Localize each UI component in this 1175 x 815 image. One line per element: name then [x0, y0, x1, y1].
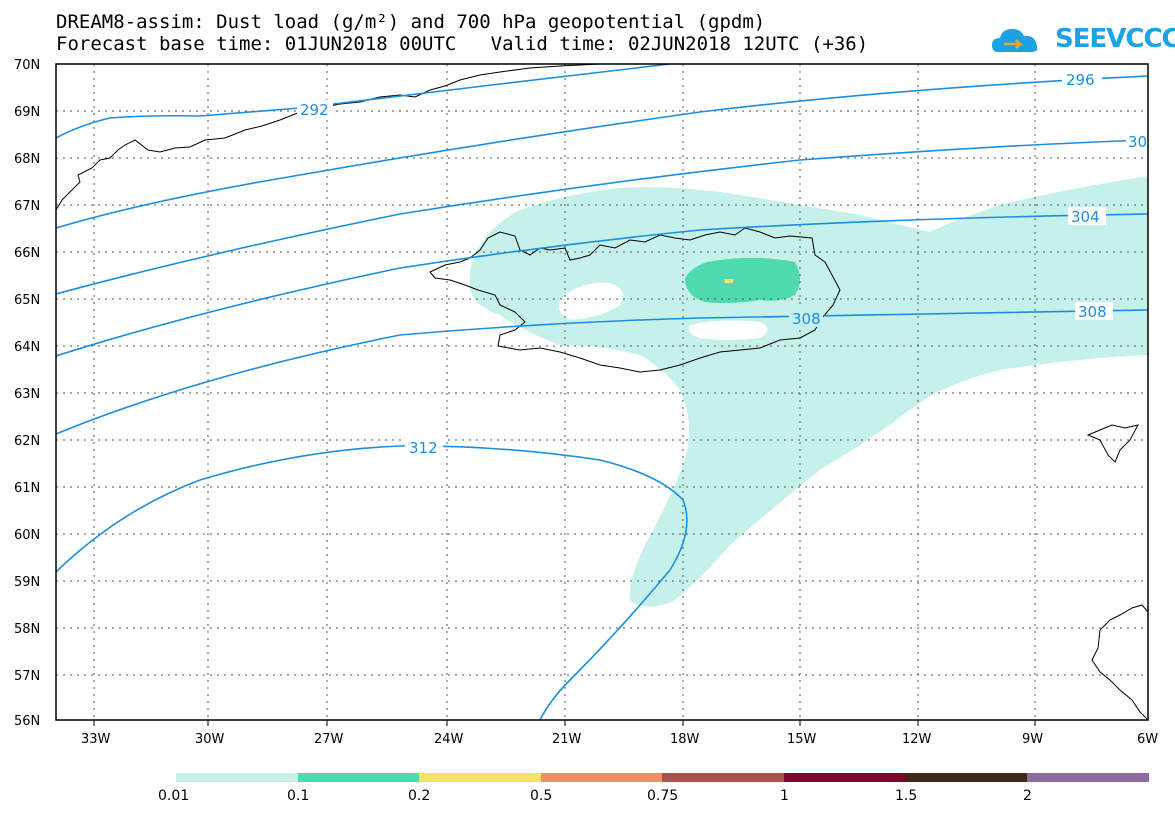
contour-labels: 292 296 30 304 308 308 312 — [297, 70, 1148, 457]
colorbar-swatch — [1027, 773, 1149, 782]
colorbar: 0.01 0.1 0.2 0.5 0.75 1 1.5 2 — [158, 773, 1149, 804]
chart-title: DREAM8-assim: Dust load (g/m²) and 700 h… — [56, 11, 766, 33]
colorbar-label: 1.5 — [895, 788, 917, 804]
colorbar-swatch — [906, 773, 1027, 782]
contour-label-296: 296 — [1066, 71, 1095, 89]
coastlines — [56, 64, 1148, 720]
colorbar-swatch — [784, 773, 906, 782]
logo-text: SEEVCCC — [1055, 24, 1175, 54]
contour-label-312: 312 — [409, 439, 438, 457]
graticule — [56, 64, 1148, 720]
colorbar-swatch — [541, 773, 662, 782]
lon-label: 15W — [787, 732, 817, 747]
dust-region-light — [470, 176, 1148, 607]
lat-label: 69N — [14, 105, 40, 120]
greenland-coast — [56, 64, 601, 211]
iceland-coast — [429, 227, 841, 373]
contour-label-304: 304 — [1071, 208, 1100, 226]
lat-label: 60N — [14, 528, 40, 543]
lat-label: 70N — [14, 58, 40, 73]
contour-label-300: 30 — [1128, 133, 1147, 151]
contour-300 — [56, 139, 1148, 295]
lat-label: 63N — [14, 387, 40, 402]
lat-label: 56N — [14, 714, 40, 729]
lat-label: 57N — [14, 669, 40, 684]
lat-label: 64N — [14, 340, 40, 355]
contour-label-308-east: 308 — [1078, 303, 1107, 321]
colorbar-label: 0.5 — [530, 788, 552, 804]
colorbar-label: 1 — [780, 788, 789, 804]
lon-label: 33W — [81, 732, 111, 747]
lat-label: 68N — [14, 152, 40, 167]
lon-label: 21W — [552, 732, 582, 747]
dust-region-high — [724, 279, 734, 283]
lon-label: 27W — [314, 732, 344, 747]
lat-label: 66N — [14, 246, 40, 261]
lat-label: 65N — [14, 293, 40, 308]
colorbar-label: 0.01 — [158, 788, 189, 804]
colorbar-swatch — [662, 773, 784, 782]
lon-label: 24W — [434, 732, 464, 747]
contour-label-292: 292 — [300, 101, 329, 119]
lon-label: 30W — [195, 732, 225, 747]
contour-304 — [56, 213, 1148, 357]
longitude-labels: 33W 30W 27W 24W 21W 18W 15W 12W 9W 6W — [81, 732, 1158, 747]
lat-label: 61N — [14, 481, 40, 496]
faroe-coast — [1086, 424, 1139, 463]
lat-label: 58N — [14, 622, 40, 637]
lon-label: 18W — [670, 732, 700, 747]
contour-296 — [56, 75, 1148, 229]
chart-subtitle: Forecast base time: 01JUN2018 00UTC Vali… — [56, 33, 869, 55]
scotland-coast — [1091, 604, 1148, 720]
colorbar-swatch — [419, 773, 541, 782]
lat-label: 67N — [14, 199, 40, 214]
colorbar-label: 2 — [1023, 788, 1032, 804]
colorbar-label: 0.75 — [647, 788, 678, 804]
lat-label: 59N — [14, 575, 40, 590]
lon-label: 12W — [902, 732, 932, 747]
cloud-logo-icon — [992, 29, 1038, 52]
latitude-labels: 70N 69N 68N 67N 66N 65N 64N 63N 62N 61N … — [14, 58, 40, 729]
dust-gap-south — [688, 320, 768, 340]
contour-312 — [56, 445, 688, 720]
map-frame — [55, 63, 1149, 721]
axis-ticks — [93, 720, 1036, 726]
contour-label-308-iceland: 308 — [792, 310, 821, 328]
colorbar-swatch — [298, 773, 419, 782]
colorbar-label: 0.1 — [287, 788, 309, 804]
lon-label: 6W — [1137, 732, 1158, 747]
dust-load-layer — [470, 176, 1148, 607]
lon-label: 9W — [1022, 732, 1043, 747]
dust-region-medium — [685, 257, 800, 304]
geopotential-contours — [56, 64, 1148, 720]
contour-308 — [56, 309, 1148, 435]
dust-gap-west — [558, 282, 624, 320]
colorbar-swatch — [176, 773, 298, 782]
lat-label: 62N — [14, 434, 40, 449]
colorbar-label: 0.2 — [408, 788, 430, 804]
contour-292 — [56, 64, 671, 139]
